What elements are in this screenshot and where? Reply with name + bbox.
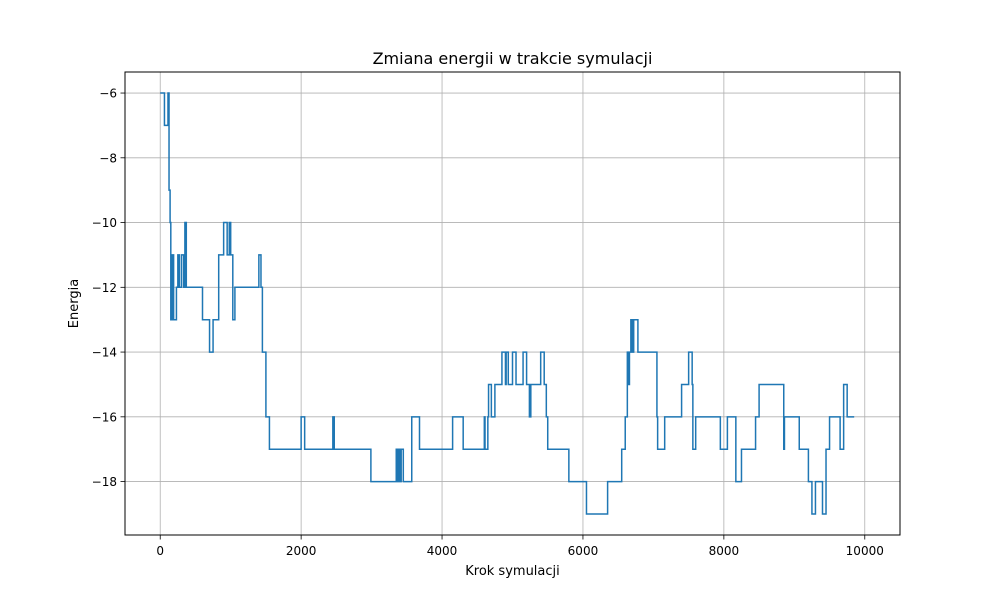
series-line-energia bbox=[160, 92, 855, 515]
x-axis-ticks: 0 2000 4000 6000 8000 10000 bbox=[156, 535, 884, 558]
x-tick-label: 6000 bbox=[568, 544, 599, 558]
x-tick-label: 0 bbox=[156, 544, 164, 558]
plot-frame bbox=[124, 71, 901, 536]
data-series bbox=[160, 92, 855, 515]
y-tick-label: −16 bbox=[92, 410, 117, 424]
grid-lines bbox=[125, 72, 900, 535]
x-axis-label: Krok symulacji bbox=[465, 564, 560, 579]
y-tick-label: −18 bbox=[92, 475, 117, 489]
x-tick-label: 8000 bbox=[709, 544, 740, 558]
y-tick-label: −8 bbox=[99, 151, 117, 165]
y-tick-label: −12 bbox=[92, 281, 117, 295]
y-tick-label: −6 bbox=[99, 87, 117, 101]
x-tick-label: 10000 bbox=[846, 544, 884, 558]
y-axis-ticks: −18 −16 −14 −12 −10 −8 −6 bbox=[92, 87, 125, 489]
chart-title: Zmiana energii w trakcie symulacji bbox=[373, 49, 653, 68]
y-tick-label: −10 bbox=[92, 216, 117, 230]
x-tick-label: 2000 bbox=[286, 544, 317, 558]
plot-area bbox=[125, 72, 900, 535]
x-tick-label: 4000 bbox=[427, 544, 458, 558]
y-axis-label: Energia bbox=[67, 279, 82, 328]
y-tick-label: −14 bbox=[92, 346, 117, 360]
